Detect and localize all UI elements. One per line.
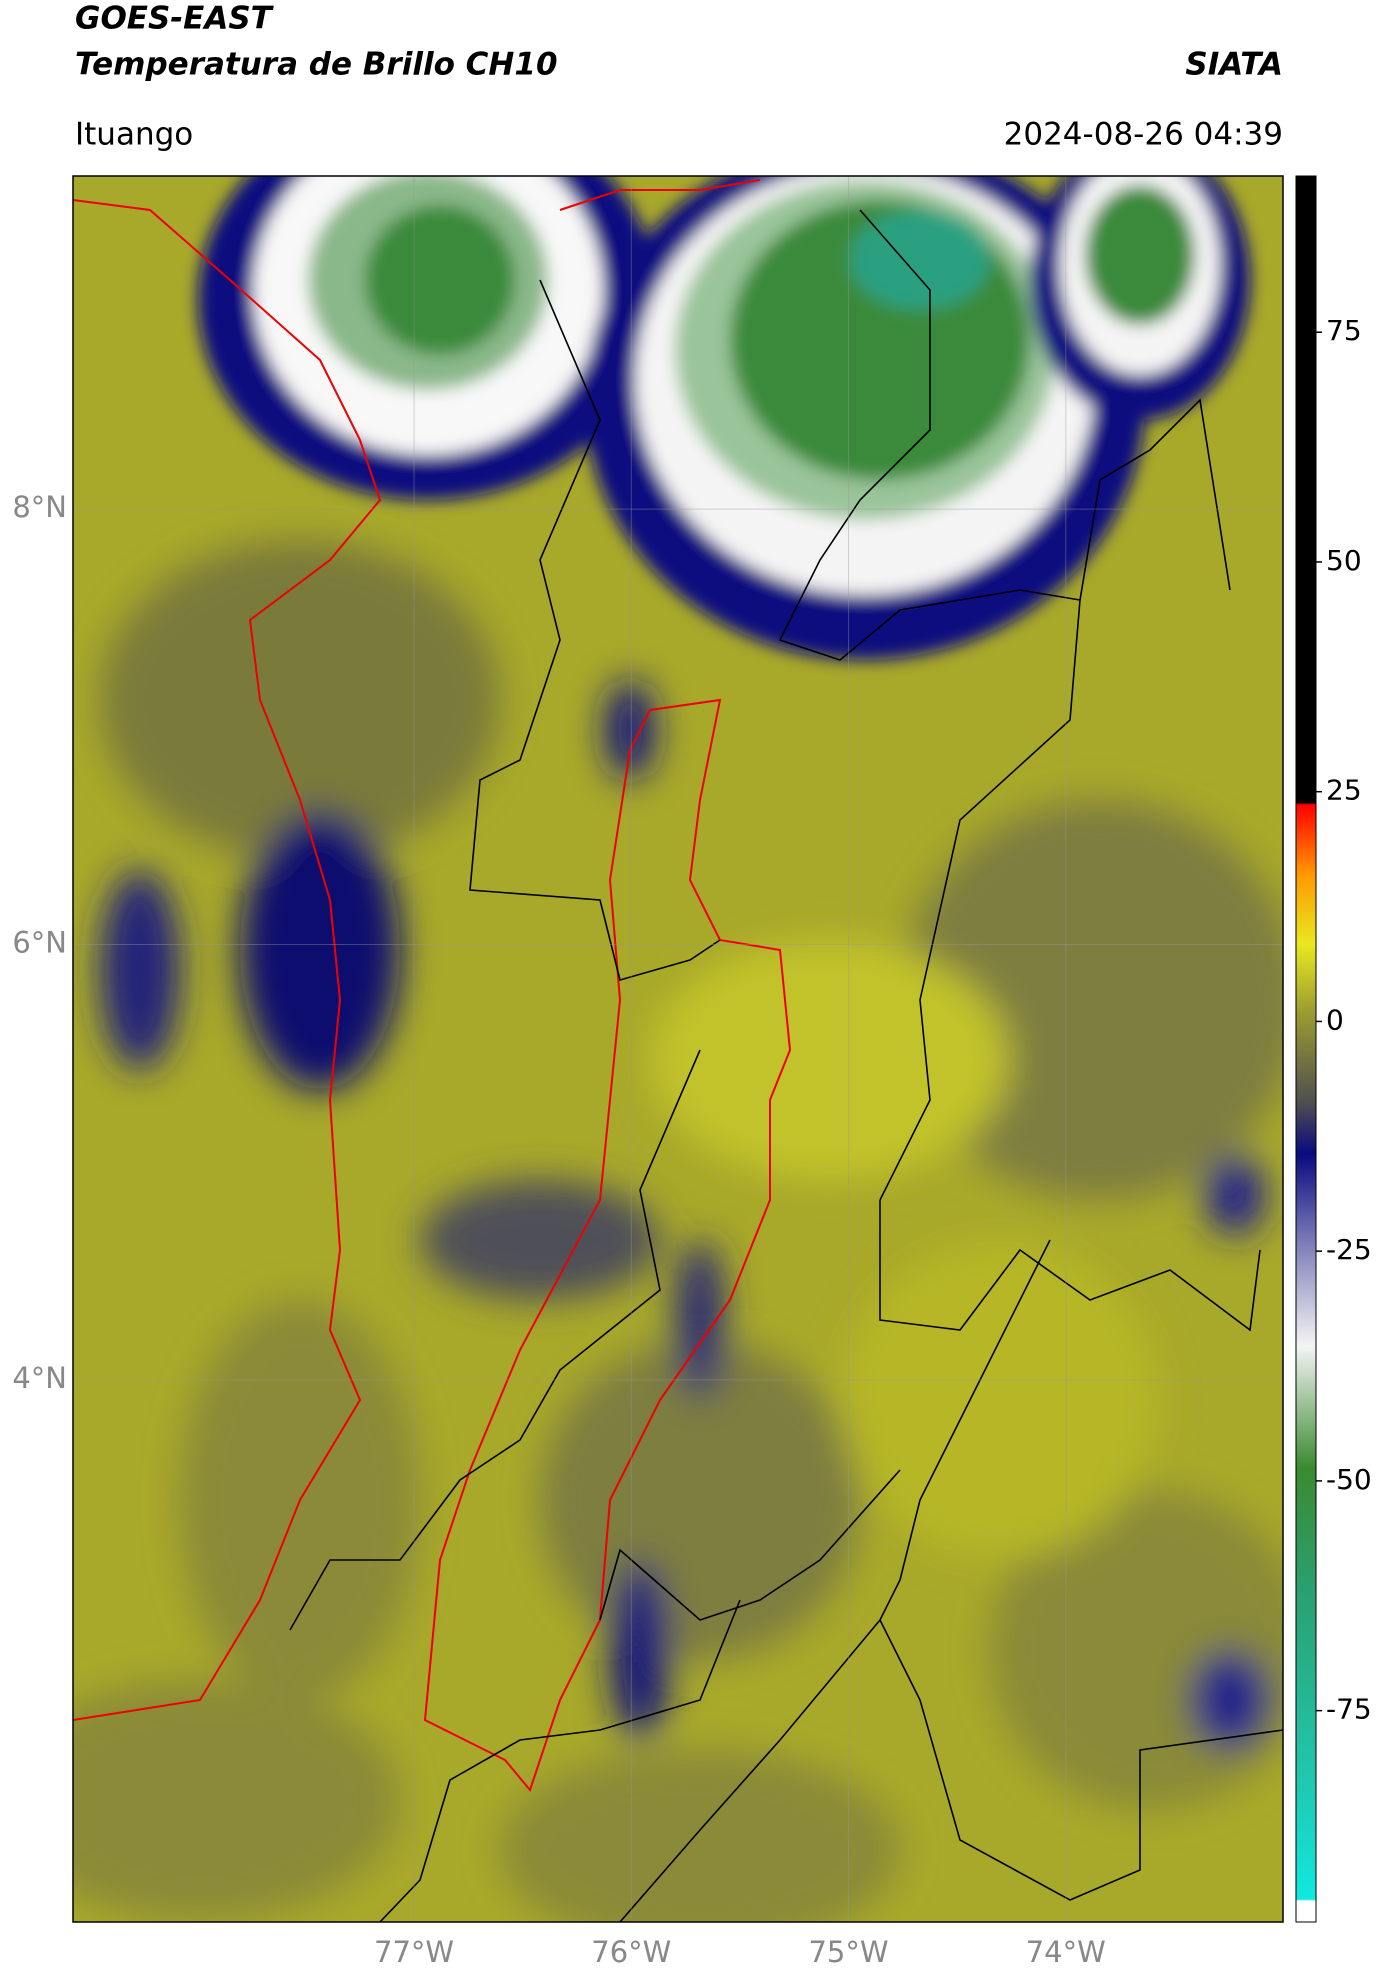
map-frame	[72, 175, 1284, 1923]
location: Ituango	[75, 117, 193, 153]
colorbar-tick-label: -50	[1326, 1463, 1372, 1496]
title: GOES-EAST	[75, 1, 275, 37]
colorbar-tick-label: 75	[1326, 314, 1362, 347]
lon-tick-label: 74°W	[1026, 1935, 1106, 1969]
lat-tick-label: 4°N	[12, 1361, 67, 1395]
graticule	[73, 176, 1283, 1922]
lon-tick-label: 75°W	[808, 1935, 888, 1969]
datetime: 2024-08-26 04:39	[1004, 117, 1283, 153]
source: SIATA	[1185, 47, 1283, 83]
colorbar	[1295, 175, 1317, 1923]
lat-tick-label: 6°N	[12, 926, 67, 960]
lon-tick-label: 77°W	[374, 1935, 454, 1969]
colorbar-tick-label: -25	[1326, 1233, 1372, 1266]
colorbar-tick-label: 0	[1326, 1003, 1344, 1036]
map-image	[73, 176, 1283, 1922]
colorbar-tick-label: -75	[1326, 1693, 1372, 1726]
colorbar-tick-label: 25	[1326, 774, 1362, 807]
subtitle: Temperatura de Brillo CH10	[75, 47, 558, 83]
colorbar-ticks: 75 50 25 0 -25 -50 -75	[1316, 314, 1372, 1726]
lat-tick-label: 8°N	[12, 490, 67, 524]
axis-ticks: 77°W 76°W 75°W 74°W 8°N 6°N 4°N	[12, 490, 1105, 1969]
colorbar-tick-label: 50	[1326, 544, 1362, 577]
lon-tick-label: 76°W	[591, 1935, 671, 1969]
